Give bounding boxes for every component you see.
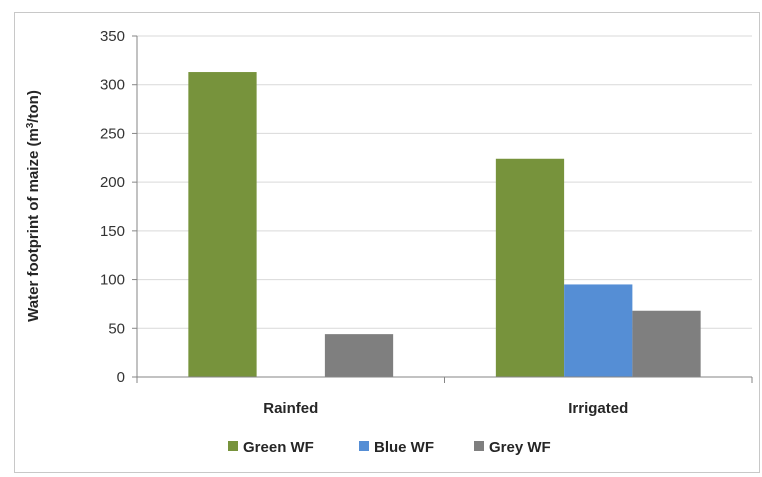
axes bbox=[136, 36, 753, 383]
bar-irrigated-blue-wf bbox=[564, 284, 633, 377]
x-category-label-irrigated: Irrigated bbox=[568, 400, 628, 417]
bar-irrigated-grey-wf bbox=[632, 310, 701, 377]
legend-label-grey-wf: Grey WF bbox=[489, 439, 551, 456]
bar-rainfed-grey-wf bbox=[324, 334, 394, 377]
legend-swatch-blue-wf bbox=[359, 441, 369, 451]
y-tick-label-200: 200 bbox=[100, 174, 125, 191]
bars bbox=[188, 72, 701, 377]
legend-swatch-green-wf bbox=[228, 441, 238, 451]
y-tick-label-50: 50 bbox=[108, 320, 125, 337]
x-axis-categories: Rainfed Irrigated bbox=[263, 400, 628, 417]
y-tick-label-300: 300 bbox=[100, 77, 125, 94]
bar-rainfed-green-wf bbox=[188, 72, 257, 377]
y-axis-ticks: 0 50 100 150 200 250 300 350 bbox=[100, 28, 137, 386]
legend: Green WF Blue WF Grey WF bbox=[228, 439, 551, 456]
x-category-label-rainfed: Rainfed bbox=[263, 400, 318, 417]
y-tick-label-250: 250 bbox=[100, 125, 125, 142]
legend-swatch-grey-wf bbox=[474, 441, 484, 451]
legend-label-green-wf: Green WF bbox=[243, 439, 314, 456]
y-tick-label-100: 100 bbox=[100, 272, 125, 289]
chart-frame bbox=[14, 12, 760, 473]
y-tick-label-0: 0 bbox=[117, 369, 125, 386]
legend-label-blue-wf: Blue WF bbox=[374, 439, 434, 456]
y-tick-label-350: 350 bbox=[100, 28, 125, 45]
y-axis-title: Water footprint of maize (m3/ton) bbox=[25, 90, 42, 322]
bar-irrigated-green-wf bbox=[495, 158, 565, 377]
y-tick-label-150: 150 bbox=[100, 223, 125, 240]
